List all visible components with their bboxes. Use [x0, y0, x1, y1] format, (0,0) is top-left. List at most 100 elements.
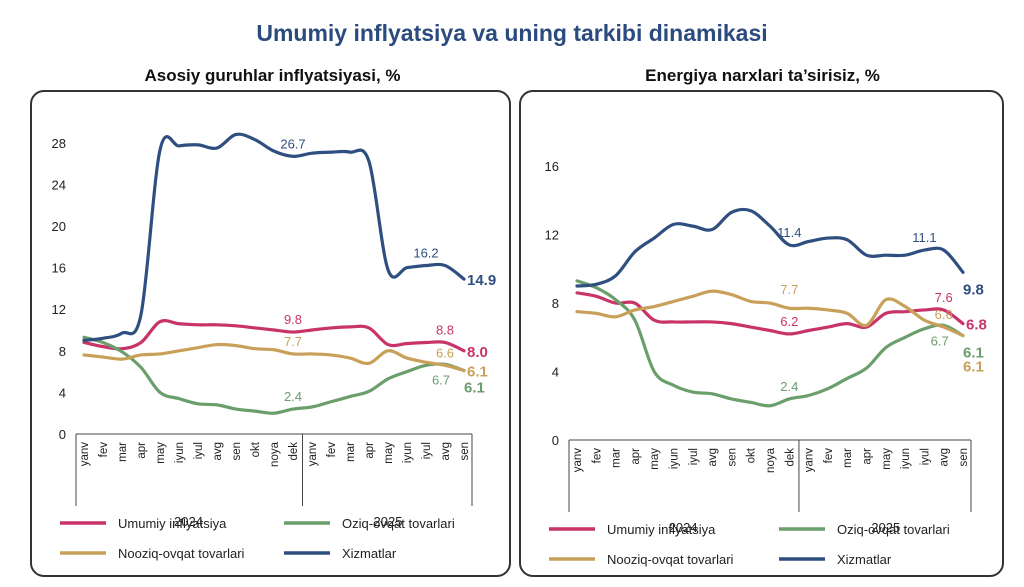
x-tick-label: iyul: [193, 442, 205, 459]
y-tick-label: 16: [52, 261, 66, 276]
data-label: 8.0: [467, 344, 488, 361]
data-label: 6.7: [432, 372, 450, 387]
x-tick-label: iyul: [688, 448, 700, 465]
x-tick-label: mar: [611, 448, 623, 468]
data-label: 6.2: [780, 314, 798, 329]
year-label: 2025: [374, 514, 403, 529]
data-label: 2.4: [780, 379, 798, 394]
x-tick-label: apr: [364, 442, 376, 459]
x-tick-label: fev: [98, 442, 110, 458]
y-tick-label: 24: [52, 177, 66, 192]
year-label: 2025: [871, 520, 900, 535]
y-tick-label: 12: [545, 228, 559, 243]
x-tick-label: iyun: [402, 442, 414, 463]
data-label: 7.7: [284, 334, 302, 349]
year-label: 2024: [669, 520, 698, 535]
y-tick-label: 16: [545, 159, 559, 174]
x-tick-label: mar: [117, 442, 129, 462]
data-label: 16.2: [413, 246, 438, 261]
x-tick-label: fev: [326, 442, 338, 458]
x-tick-label: mar: [345, 442, 357, 462]
x-tick-label: iyun: [900, 448, 912, 469]
x-tick-label: sen: [459, 442, 471, 461]
data-label: 6.1: [467, 364, 488, 381]
x-tick-label: apr: [630, 448, 642, 465]
legend-label-xizmatlar: Xizmatlar: [342, 546, 397, 561]
data-label: 2.4: [284, 389, 302, 404]
x-tick-label: may: [649, 448, 661, 470]
x-tick-label: iyun: [669, 448, 681, 469]
series-line-nooziq: [82, 342, 466, 373]
data-label: 6.6: [935, 307, 953, 322]
data-label: 11.4: [777, 225, 801, 240]
data-label: 7.7: [780, 282, 798, 297]
y-tick-label: 28: [52, 136, 66, 151]
x-tick-label: may: [881, 448, 893, 470]
x-tick-label: avg: [707, 448, 719, 467]
data-label: 6.8: [966, 317, 987, 334]
legend-label-oziq: Oziq-ovqat tovarlari: [342, 516, 455, 531]
x-tick-label: fev: [823, 448, 835, 464]
x-tick-label: noya: [269, 441, 281, 467]
x-tick-label: iyul: [919, 448, 931, 465]
data-label: 6.1: [464, 380, 485, 397]
legend-label-xizmatlar: Xizmatlar: [837, 552, 892, 567]
x-tick-label: yanv: [79, 442, 91, 467]
data-label: 7.6: [935, 290, 953, 305]
x-tick-label: avg: [939, 448, 951, 467]
y-tick-label: 4: [59, 385, 66, 400]
data-label: 6.1: [963, 345, 984, 362]
x-tick-label: sen: [958, 448, 970, 467]
y-tick-label: 12: [52, 302, 66, 317]
year-label: 2024: [174, 514, 203, 529]
left-chart-panel: 0 4 8 12 16 20 24 28 yanv fev mar apr may iyun iyul avg…: [30, 90, 511, 577]
x-tick-label: apr: [862, 448, 874, 465]
x-tick-label: okt: [250, 441, 262, 457]
x-tick-label: noya: [765, 447, 777, 473]
x-tick-label: may: [383, 442, 395, 464]
series-line-umumiy: [575, 291, 965, 336]
right-chart-panel: 0 4 8 12 16 yanv fev mar apr may iyun iyul avg sen okt…: [519, 90, 1004, 577]
series-line-nooziq: [575, 289, 965, 338]
main-title: Umumiy inflyatsiya va uning tarkibi dina…: [256, 20, 768, 46]
x-tick-label: yanv: [572, 448, 584, 473]
legend-label-nooziq: Nooziq-ovqat tovarlari: [118, 546, 245, 561]
x-tick-label: dek: [288, 442, 300, 461]
data-label: 9.8: [284, 312, 302, 327]
legend-label-nooziq: Nooziq-ovqat tovarlari: [607, 552, 734, 567]
series-line-oziq: [82, 335, 466, 415]
y-tick-label: 0: [59, 427, 66, 442]
y-tick-label: 8: [552, 296, 559, 311]
data-label: 8.8: [436, 322, 454, 337]
data-label: 6.7: [931, 333, 949, 348]
x-tick-label: may: [155, 442, 167, 464]
data-label: 14.9: [467, 272, 496, 289]
data-label: 6.6: [436, 345, 454, 360]
series-line-umumiy: [82, 319, 466, 353]
x-tick-label: sen: [231, 442, 243, 461]
legend-label-umumiy: Umumiy inflyatsiya: [118, 516, 227, 531]
x-tick-label: iyul: [421, 442, 433, 459]
x-tick-label: yanv: [307, 442, 319, 467]
x-tick-label: sen: [726, 448, 738, 467]
x-tick-label: avg: [212, 442, 224, 461]
legend-label-umumiy: Umumiy inflyatsiya: [607, 522, 716, 537]
right-chart-title: Energiya narxlari ta’sirisiz, %: [645, 66, 880, 85]
x-tick-label: apr: [136, 442, 148, 459]
x-tick-label: fev: [591, 448, 603, 464]
left-chart-title: Asosiy guruhlar inflyatsiyasi, %: [144, 66, 401, 85]
series-line-xizmatlar: [575, 207, 965, 288]
legend-label-oziq: Oziq-ovqat tovarlari: [837, 522, 950, 537]
data-label: 11.1: [912, 230, 936, 245]
x-tick-label: okt: [746, 447, 758, 463]
y-tick-label: 4: [552, 365, 559, 380]
x-tick-label: mar: [842, 448, 854, 468]
y-tick-label: 8: [59, 344, 66, 359]
data-label: 9.8: [963, 281, 984, 298]
x-tick-label: iyun: [174, 442, 186, 463]
x-tick-label: yanv: [804, 448, 816, 473]
x-tick-label: dek: [784, 448, 796, 467]
